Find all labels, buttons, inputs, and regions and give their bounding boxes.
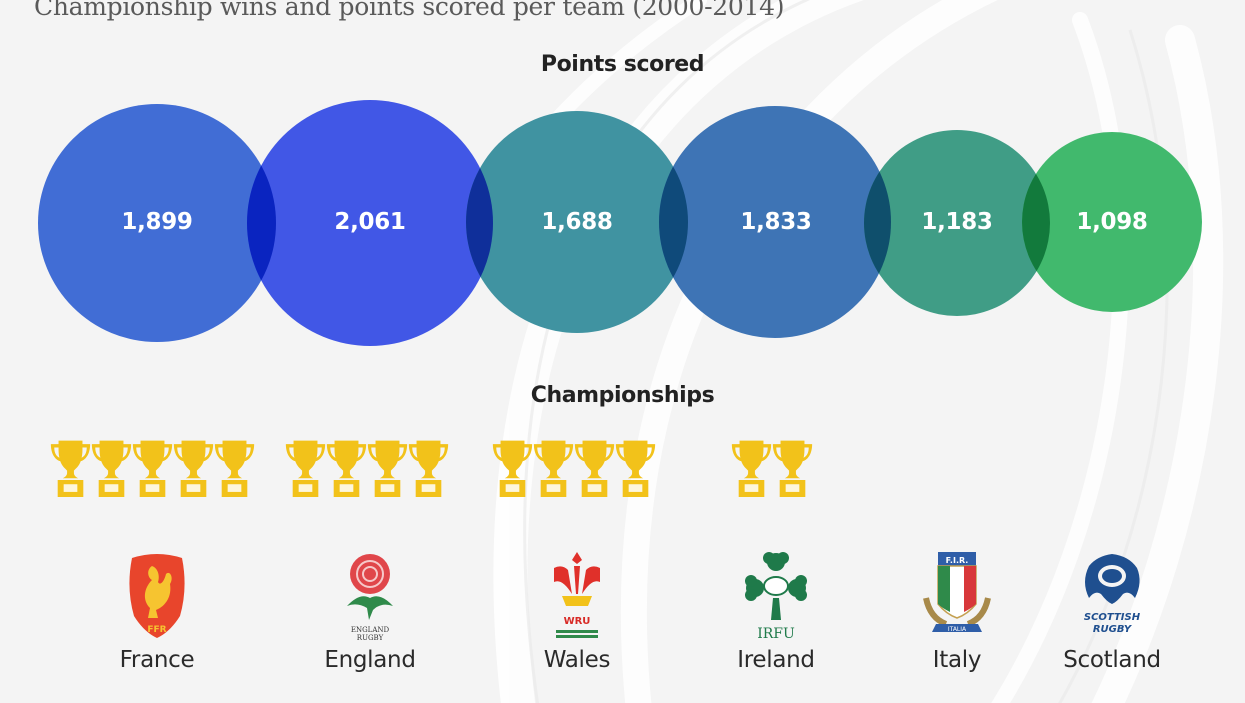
ffr-rooster-shield-icon: FFR — [129, 554, 185, 638]
trophy-icon — [408, 434, 449, 502]
bubble-ireland[interactable] — [659, 106, 891, 338]
irfu-shamrock-icon: IRFU — [745, 552, 807, 642]
trophy-icon — [615, 434, 656, 502]
team-name-wales: Wales — [543, 647, 611, 673]
team-name-ireland: Ireland — [737, 647, 815, 673]
svg-text:ENGLAND: ENGLAND — [351, 626, 390, 634]
bubble-scotland[interactable] — [1022, 132, 1202, 312]
trophy-icon — [492, 434, 533, 502]
championships-france — [50, 434, 255, 502]
team-ireland: IRFU Ireland — [696, 548, 856, 673]
chart-title: Championship wins and points scored per … — [34, 0, 785, 21]
scottish-rugby-thistle-icon: SCOTTISH RUGBY — [1084, 554, 1141, 635]
svg-text:FFR: FFR — [147, 625, 166, 635]
trophy-icon — [91, 434, 132, 502]
trophy-icon — [367, 434, 408, 502]
svg-text:RUGBY: RUGBY — [1093, 624, 1133, 635]
trophy-icon — [285, 434, 326, 502]
bubble-italy[interactable] — [864, 130, 1050, 316]
points-value-scotland: 1,098 — [1076, 209, 1148, 235]
svg-text:IRFU: IRFU — [757, 626, 795, 642]
team-name-england: England — [324, 647, 416, 673]
points-value-ireland: 1,833 — [740, 209, 812, 235]
team-name-italy: Italy — [932, 647, 982, 673]
bubble-england[interactable] — [247, 100, 493, 346]
trophy-icon — [214, 434, 255, 502]
points-value-wales: 1,688 — [541, 209, 613, 235]
championships-heading: Championships — [530, 383, 715, 408]
points-value-england: 2,061 — [334, 209, 406, 235]
england-rose-icon: ENGLAND RUGBY — [347, 554, 393, 642]
team-scotland: SCOTTISH RUGBY Scotland — [1032, 548, 1192, 673]
svg-text:RUGBY: RUGBY — [357, 634, 384, 642]
points-scored-heading: Points scored — [540, 52, 705, 77]
bubble-wales[interactable] — [466, 111, 688, 333]
team-england: ENGLAND RUGBY England — [290, 548, 450, 673]
svg-text:ITALIA: ITALIA — [948, 626, 967, 633]
svg-text:F.I.R.: F.I.R. — [946, 556, 969, 565]
team-name-scotland: Scotland — [1063, 647, 1161, 673]
svg-text:WRU: WRU — [564, 616, 591, 627]
team-wales: WRU Wales — [497, 548, 657, 673]
trophy-icon — [533, 434, 574, 502]
championships-wales — [492, 434, 656, 502]
wru-feathers-icon: WRU — [554, 552, 600, 638]
svg-text:SCOTTISH: SCOTTISH — [1084, 612, 1141, 623]
team-name-france: France — [119, 647, 195, 673]
trophy-icon — [772, 434, 813, 502]
team-france: FFR France — [77, 548, 237, 673]
trophy-icon — [173, 434, 214, 502]
trophy-icon — [731, 434, 772, 502]
team-italy: F.I.R. ITALIA Italy — [877, 548, 1037, 673]
championships-england — [285, 434, 449, 502]
trophy-icon — [326, 434, 367, 502]
points-value-france: 1,899 — [121, 209, 193, 235]
trophy-icon — [50, 434, 91, 502]
points-value-italy: 1,183 — [921, 209, 993, 235]
fir-italia-shield-icon: F.I.R. ITALIA — [923, 552, 991, 633]
bubble-france[interactable] — [38, 104, 276, 342]
championships-ireland — [731, 434, 813, 502]
trophy-icon — [132, 434, 173, 502]
trophy-icon — [574, 434, 615, 502]
